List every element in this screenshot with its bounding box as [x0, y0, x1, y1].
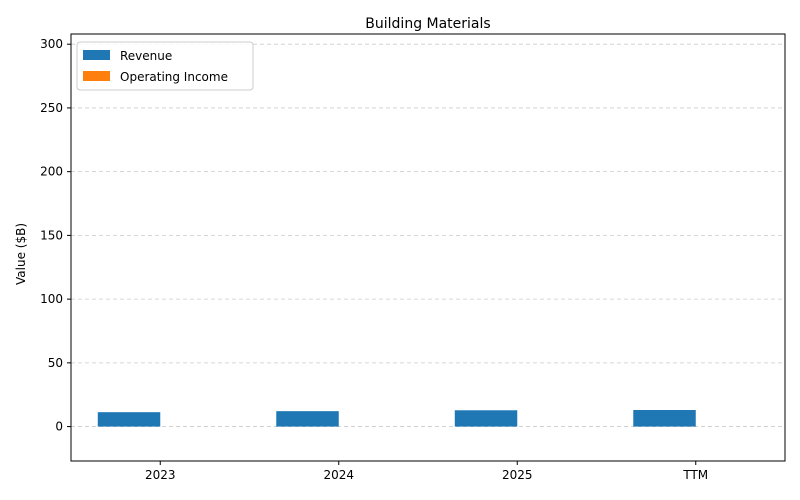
x-axis-ticks: 2023 2024 2025 TTM — [145, 461, 708, 482]
y-tick-label: 150 — [40, 228, 63, 242]
y-axis-label: Value ($B) — [14, 223, 28, 285]
bars — [97, 410, 696, 427]
bar-revenue — [454, 410, 518, 427]
bar-revenue — [97, 412, 161, 427]
x-tick-label: 2025 — [502, 468, 533, 482]
legend-box — [76, 41, 254, 91]
chart-title: Building Materials — [365, 16, 490, 32]
plot-frame — [70, 33, 786, 462]
legend-swatch-operating-income — [83, 71, 110, 81]
y-tick-label: 200 — [40, 165, 63, 179]
grid-lines — [71, 43, 785, 427]
legend: Revenue Operating Income — [76, 41, 254, 91]
x-tick-label: 2024 — [323, 468, 354, 482]
y-tick-label: 100 — [40, 292, 63, 306]
x-tick-label: TTM — [682, 468, 708, 482]
legend-swatch-revenue — [83, 50, 110, 60]
y-tick-label: 300 — [40, 37, 63, 51]
bar-revenue — [633, 410, 696, 427]
y-tick-label: 50 — [48, 356, 63, 370]
x-tick-label: 2023 — [145, 468, 176, 482]
y-tick-label: 250 — [40, 101, 63, 115]
y-axis-ticks: 0 50 100 150 200 250 300 — [40, 37, 71, 434]
y-tick-label: 0 — [55, 420, 63, 434]
bar-revenue — [276, 411, 339, 427]
legend-label-operating-income: Operating Income — [120, 70, 228, 84]
legend-label-revenue: Revenue — [120, 49, 172, 63]
